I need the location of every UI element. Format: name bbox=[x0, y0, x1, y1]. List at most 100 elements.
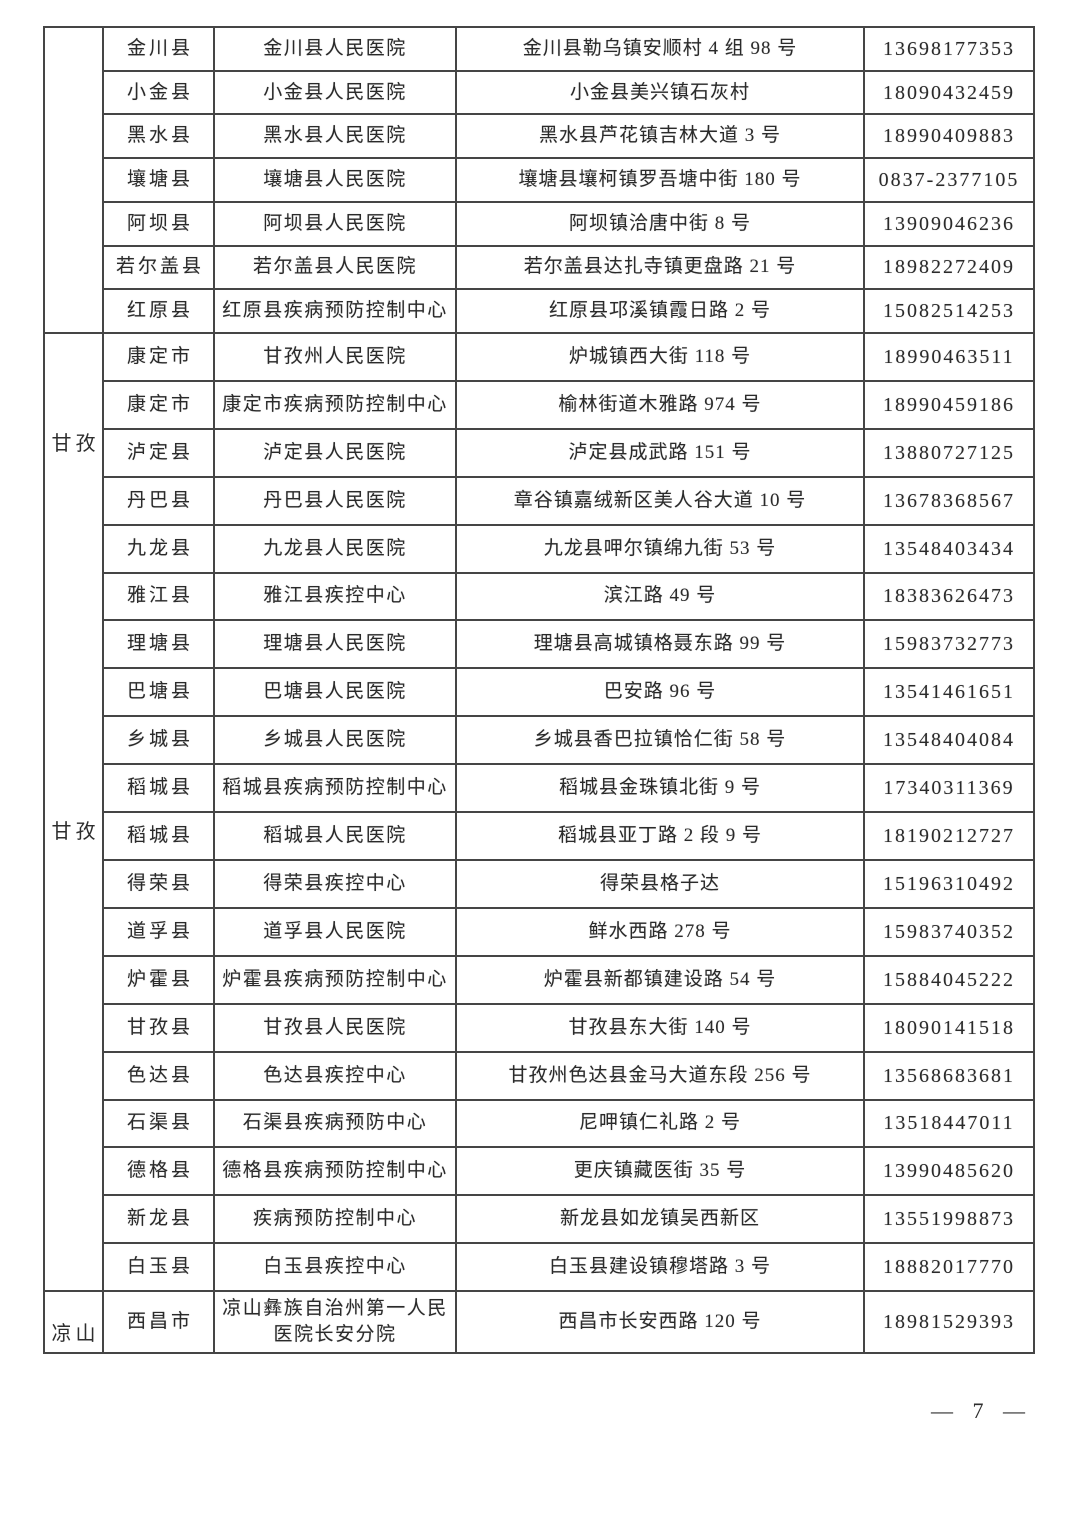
table-row: 道孚县 道孚县人民医院 鲜水西路 278 号 15983740352 bbox=[104, 906, 1033, 955]
county-cell: 巴塘县 bbox=[104, 669, 215, 716]
institution-cell: 壤塘县人民医院 bbox=[215, 159, 457, 201]
institution-cell: 九龙县人民医院 bbox=[215, 525, 457, 572]
county-cell: 阿坝县 bbox=[104, 202, 215, 245]
table-row: 雅江县 雅江县疾控中心 滨江路 49 号 18383626473 bbox=[104, 571, 1033, 620]
table-row: 丹巴县 丹巴县人民医院 章谷镇嘉绒新区美人谷大道 10 号 13678368567 bbox=[104, 475, 1033, 524]
institution-cell: 阿坝县人民医院 bbox=[215, 202, 457, 245]
phone-cell: 15983732773 bbox=[883, 633, 1015, 656]
county-cell: 小金县 bbox=[104, 71, 215, 114]
county-cell: 德格县 bbox=[104, 1148, 215, 1195]
table-row: 德格县 德格县疾病预防控制中心 更庆镇藏医街 35 号 13990485620 bbox=[104, 1146, 1033, 1195]
county-cell: 甘孜县 bbox=[104, 1004, 215, 1051]
table-row: 小金县 小金县人民医院 小金县美兴镇石灰村 18090432459 bbox=[104, 69, 1033, 114]
table-row: 稻城县 稻城县疾病预防控制中心 稻城县金珠镇北街 9 号 17340311369 bbox=[104, 763, 1033, 812]
prefecture-cell: 凉山 bbox=[45, 1292, 104, 1352]
address-cell: 稻城县金珠镇北街 9 号 bbox=[457, 765, 865, 812]
county-cell: 道孚县 bbox=[104, 908, 215, 955]
phone-cell: 15983740352 bbox=[883, 920, 1015, 943]
county-cell: 康定市 bbox=[104, 334, 215, 380]
county-cell: 稻城县 bbox=[104, 813, 215, 859]
institution-cell: 白玉县疾控中心 bbox=[215, 1244, 457, 1291]
prefecture-label: 甘孜 bbox=[51, 433, 100, 455]
address-cell: 泸定县成武路 151 号 bbox=[457, 429, 865, 476]
institution-cell: 丹巴县人民医院 bbox=[215, 477, 457, 524]
table-section: 甘孜 甘孜 康定市 甘孜州人民医院 炉城镇西大街 118 号 18990463511 康定市… bbox=[45, 332, 1033, 1291]
institution-cell: 康定市疾病预防控制中心 bbox=[215, 381, 457, 428]
address-cell: 巴安路 96 号 bbox=[457, 669, 865, 716]
address-cell: 炉霍县新都镇建设路 54 号 bbox=[457, 956, 865, 1003]
phone-cell: 13541461651 bbox=[883, 681, 1015, 704]
table-row: 泸定县 泸定县人民医院 泸定县成武路 151 号 13880727125 bbox=[104, 427, 1033, 476]
table-row: 黑水县 黑水县人民医院 黑水县芦花镇吉林大道 3 号 18990409883 bbox=[104, 113, 1033, 158]
county-cell: 得荣县 bbox=[104, 860, 215, 907]
phone-cell: 18882017770 bbox=[883, 1256, 1015, 1279]
address-cell: 甘孜县东大街 140 号 bbox=[457, 1004, 865, 1051]
address-cell: 西昌市长安西路 120 号 bbox=[457, 1292, 865, 1352]
address-cell: 小金县美兴镇石灰村 bbox=[457, 71, 865, 114]
table-row: 巴塘县 巴塘县人民医院 巴安路 96 号 13541461651 bbox=[104, 667, 1033, 716]
phone-cell: 0837-2377105 bbox=[878, 169, 1020, 192]
address-cell: 得荣县格子达 bbox=[457, 860, 865, 907]
institution-cell: 炉霍县疾病预防控制中心 bbox=[215, 956, 457, 1003]
institution-cell: 得荣县疾控中心 bbox=[215, 860, 457, 907]
county-cell: 西昌市 bbox=[104, 1292, 215, 1352]
table-row: 若尔盖县 若尔盖县人民医院 若尔盖县达扎寺镇更盘路 21 号 18982272409 bbox=[104, 244, 1033, 289]
address-cell: 炉城镇西大街 118 号 bbox=[457, 334, 865, 380]
table-row: 康定市 甘孜州人民医院 炉城镇西大街 118 号 18990463511 bbox=[104, 334, 1033, 380]
institution-cell: 稻城县疾病预防控制中心 bbox=[215, 765, 457, 812]
table-row: 稻城县 稻城县人民医院 稻城县亚丁路 2 段 9 号 18190212727 bbox=[104, 811, 1033, 859]
institution-cell: 泸定县人民医院 bbox=[215, 429, 457, 476]
phone-cell: 18190212727 bbox=[883, 825, 1015, 848]
address-cell: 更庆镇藏医街 35 号 bbox=[457, 1148, 865, 1195]
county-cell: 炉霍县 bbox=[104, 956, 215, 1003]
table-row: 石渠县 石渠县疾病预防中心 尼呷镇仁礼路 2 号 13518447011 bbox=[104, 1098, 1033, 1147]
phone-cell: 18990459186 bbox=[883, 393, 1015, 416]
table-row: 理塘县 理塘县人民医院 理塘县高城镇格聂东路 99 号 15983732773 bbox=[104, 619, 1033, 668]
address-cell: 黑水县芦花镇吉林大道 3 号 bbox=[457, 115, 865, 158]
phone-cell: 17340311369 bbox=[883, 777, 1015, 800]
phone-cell: 15884045222 bbox=[883, 968, 1015, 991]
table-row: 乡城县 乡城县人民医院 乡城县香巴拉镇恰仁街 58 号 13548404084 bbox=[104, 715, 1033, 764]
phone-cell: 13698177353 bbox=[883, 37, 1015, 60]
phone-cell: 18981529393 bbox=[883, 1311, 1015, 1333]
table-row: 炉霍县 炉霍县疾病预防控制中心 炉霍县新都镇建设路 54 号 15884045222 bbox=[104, 954, 1033, 1003]
institution-cell: 石渠县疾病预防中心 bbox=[215, 1100, 457, 1147]
phone-cell: 18982272409 bbox=[883, 256, 1015, 279]
county-cell: 红原县 bbox=[104, 290, 215, 333]
phone-cell: 13990485620 bbox=[883, 1160, 1015, 1183]
county-cell: 白玉县 bbox=[104, 1244, 215, 1291]
institution-cell: 金川县人民医院 bbox=[215, 28, 457, 70]
phone-cell: 15196310492 bbox=[883, 872, 1015, 895]
institution-cell: 德格县疾病预防控制中心 bbox=[215, 1148, 457, 1195]
institution-cell: 小金县人民医院 bbox=[215, 71, 457, 114]
phone-cell: 13880727125 bbox=[883, 441, 1015, 464]
phone-cell: 13551998873 bbox=[883, 1208, 1015, 1231]
address-cell: 白玉县建设镇穆塔路 3 号 bbox=[457, 1244, 865, 1291]
county-cell: 新龙县 bbox=[104, 1196, 215, 1243]
county-cell: 石渠县 bbox=[104, 1100, 215, 1147]
institution-cell: 若尔盖县人民医院 bbox=[215, 246, 457, 289]
county-cell: 康定市 bbox=[104, 381, 215, 428]
address-cell: 鲜水西路 278 号 bbox=[457, 908, 865, 955]
table-section: 凉山 西昌市 凉山彝族自治州第一人民医院长安分院 西昌市长安西路 120 号 18981… bbox=[45, 1290, 1033, 1352]
table-row: 壤塘县 壤塘县人民医院 壤塘县壤柯镇罗吾塘中街 180 号 0837-2377105 bbox=[104, 157, 1033, 201]
phone-cell: 18090141518 bbox=[883, 1016, 1015, 1039]
prefecture-cell: 甘孜 甘孜 bbox=[45, 334, 104, 1290]
table-row: 白玉县 白玉县疾控中心 白玉县建设镇穆塔路 3 号 18882017770 bbox=[104, 1242, 1033, 1291]
table-section: 金川县 金川县人民医院 金川县勒乌镇安顺村 4 组 98 号 13698177353 小… bbox=[45, 28, 1033, 333]
table-row: 西昌市 凉山彝族自治州第一人民医院长安分院 西昌市长安西路 120 号 1898152… bbox=[104, 1292, 1033, 1352]
phone-cell: 13548404084 bbox=[883, 729, 1015, 752]
institution-cell: 乡城县人民医院 bbox=[215, 717, 457, 764]
table-row: 新龙县 疾病预防控制中心 新龙县如龙镇吴西新区 13551998873 bbox=[104, 1194, 1033, 1243]
county-cell: 若尔盖县 bbox=[104, 246, 215, 289]
page-number: — 7 — bbox=[931, 1398, 1032, 1423]
phone-cell: 18990409883 bbox=[883, 125, 1015, 148]
institution-cell: 疾病预防控制中心 bbox=[215, 1196, 457, 1243]
table-row: 九龙县 九龙县人民医院 九龙县呷尔镇绵九街 53 号 13548403434 bbox=[104, 523, 1033, 572]
county-cell: 九龙县 bbox=[104, 525, 215, 572]
institution-cell: 巴塘县人民医院 bbox=[215, 669, 457, 716]
county-cell: 色达县 bbox=[104, 1052, 215, 1099]
phone-cell: 18383626473 bbox=[883, 585, 1015, 608]
address-cell: 红原县邛溪镇霞日路 2 号 bbox=[457, 290, 865, 333]
